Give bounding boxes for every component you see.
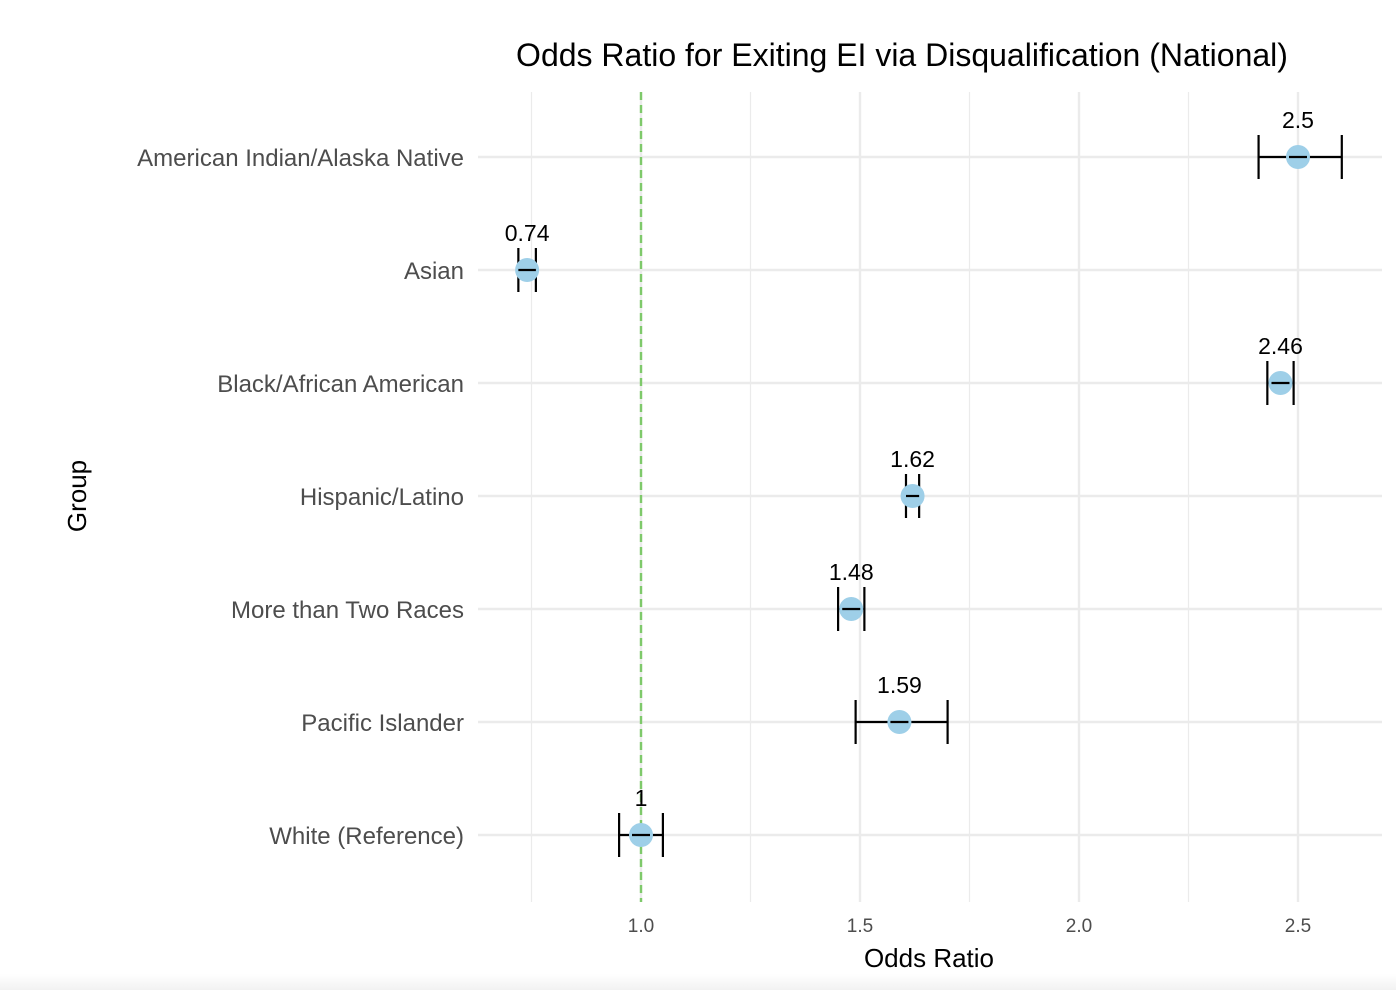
y-axis-label: Group [62, 460, 92, 532]
point-group [900, 474, 925, 518]
x-tick-label: 2.0 [1066, 916, 1092, 937]
data-labels: 2.5 0.74 2.46 1.62 1.48 1.59 1 [505, 107, 1314, 811]
bottom-fade [0, 974, 1396, 990]
point-group [1257, 135, 1343, 179]
data-label: 1.62 [890, 446, 935, 472]
data-label: 2.46 [1258, 333, 1303, 359]
y-tick-label: Asian [404, 258, 464, 285]
x-axis-label: Odds Ratio [864, 943, 994, 973]
y-tick-label: American Indian/Alaska Native [137, 145, 464, 172]
chart-title: Odds Ratio for Exiting EI via Disqualifi… [516, 37, 1288, 73]
data-marks [515, 135, 1343, 857]
point-group [854, 700, 949, 744]
data-label: 2.5 [1282, 107, 1314, 133]
x-tick-label: 1.5 [847, 916, 873, 937]
y-tick-label: Black/African American [217, 371, 464, 398]
point-group [515, 248, 540, 292]
y-tick-label: More than Two Races [231, 597, 464, 624]
point-group [836, 587, 866, 631]
data-label: 1.59 [877, 672, 922, 698]
y-tick-label: Hispanic/Latino [300, 484, 464, 511]
y-tick-label: Pacific Islander [301, 710, 464, 737]
data-label: 1.48 [829, 559, 874, 585]
x-tick-label: 2.5 [1285, 916, 1311, 937]
major-gridlines [478, 92, 1382, 902]
y-tick-labels: American Indian/Alaska Native Asian Black/… [137, 145, 464, 850]
x-tick-label: 1.0 [628, 916, 654, 937]
point-group [617, 813, 665, 857]
y-tick-label: White (Reference) [269, 823, 464, 850]
x-tick-labels: 1.0 1.5 2.0 2.5 [628, 916, 1311, 937]
data-label: 1 [635, 785, 648, 811]
point-group [1266, 361, 1295, 405]
data-label: 0.74 [505, 220, 550, 246]
